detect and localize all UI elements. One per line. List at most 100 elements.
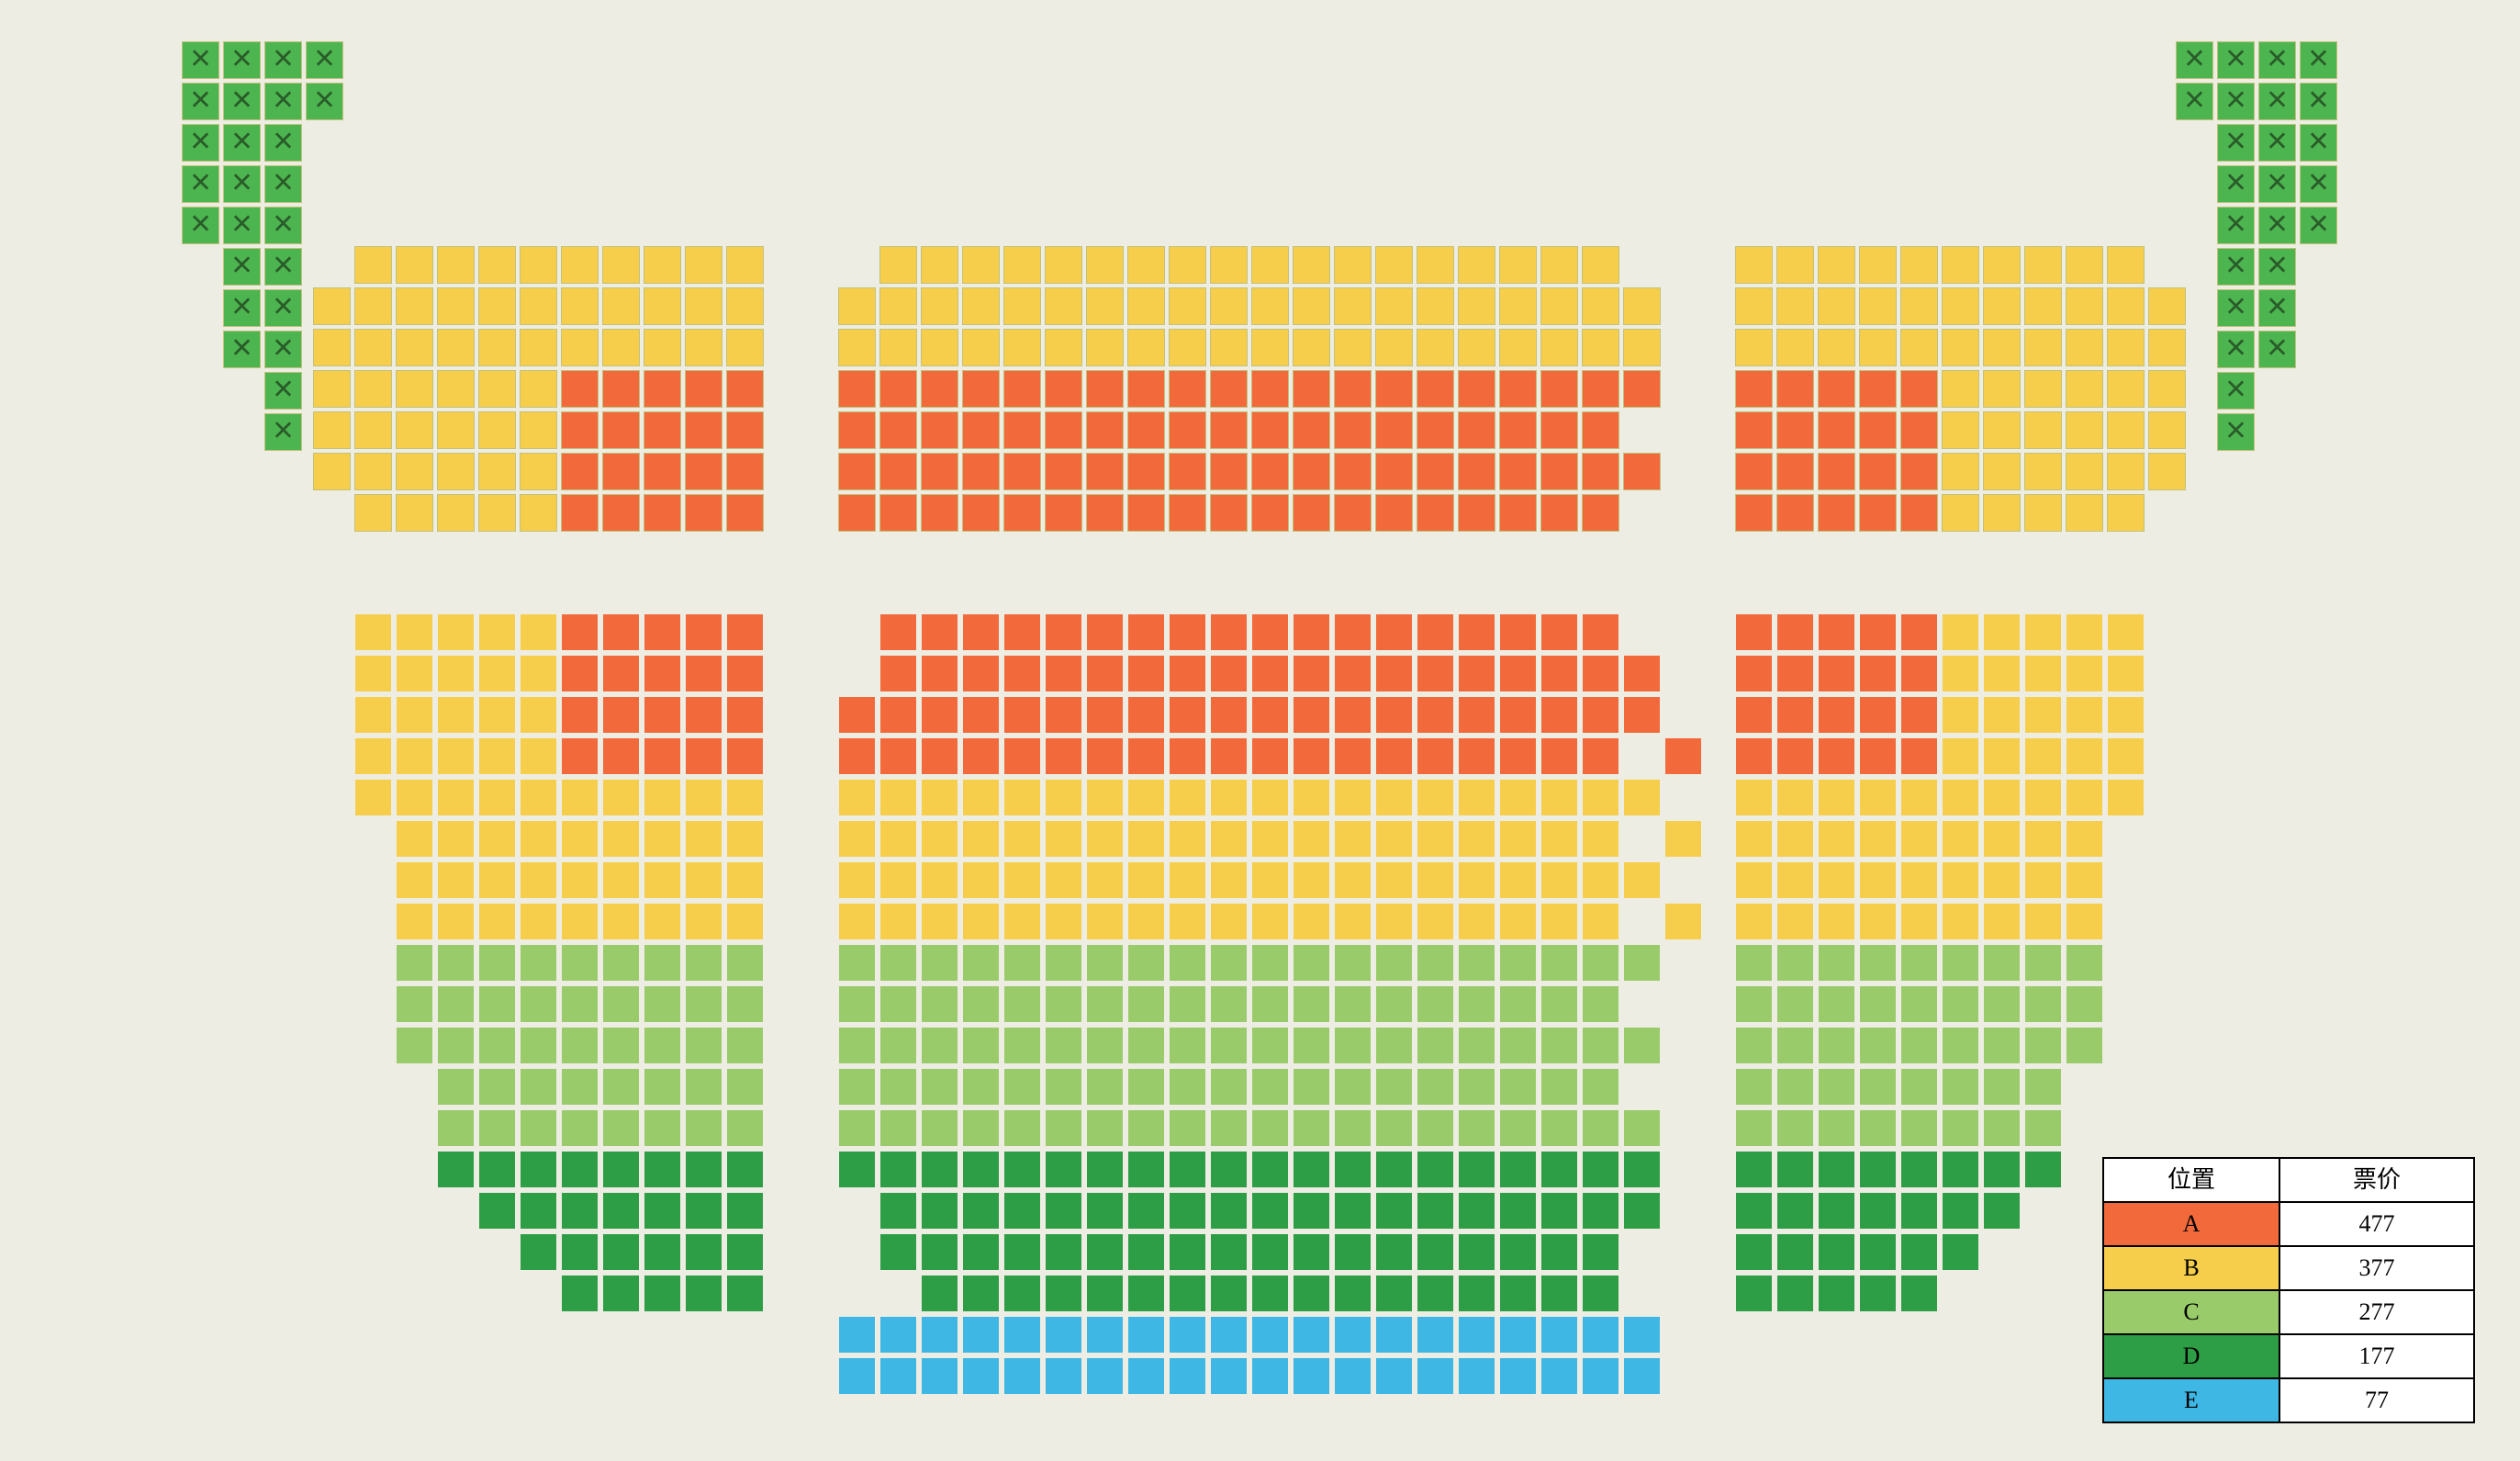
seat[interactable] [1458,1109,1495,1147]
seat[interactable] [1900,985,1938,1023]
seat[interactable] [838,494,876,532]
seat[interactable] [1818,985,1855,1023]
seat[interactable] [685,411,722,449]
seat[interactable] [1169,944,1206,982]
seat[interactable] [1375,370,1413,408]
seat[interactable] [1003,1109,1041,1147]
seat[interactable] [879,411,917,449]
seat[interactable] [1003,1275,1041,1312]
seat[interactable] [1334,1192,1372,1230]
seat[interactable] [685,370,722,408]
seat[interactable] [2066,779,2103,816]
seat[interactable] [1623,287,1661,325]
seat[interactable] [1540,1192,1578,1230]
seat[interactable] [1169,613,1206,651]
seat[interactable] [1623,1109,1661,1147]
seat[interactable] [1540,1151,1578,1188]
seat[interactable] [879,246,917,284]
seat[interactable] [1582,287,1619,325]
seat[interactable] [1900,246,1938,284]
seat[interactable] [1859,903,1897,940]
seat[interactable] [1003,861,1041,899]
seat[interactable] [1623,370,1661,408]
seat[interactable] [644,1192,681,1230]
seat[interactable] [1859,1027,1897,1064]
seat[interactable] [1900,329,1938,366]
seat[interactable] [1127,985,1165,1023]
seat[interactable] [1210,1109,1248,1147]
seat[interactable] [1942,655,1979,692]
seat[interactable] [726,1233,764,1271]
seat[interactable] [726,655,764,692]
seat[interactable]: × [264,372,302,410]
seat[interactable] [1735,820,1773,858]
seat[interactable] [1582,1027,1619,1064]
seat[interactable] [1045,655,1082,692]
seat[interactable] [1458,1068,1495,1106]
seat[interactable] [354,696,392,734]
seat[interactable] [1334,1357,1372,1395]
seat[interactable] [1900,411,1938,449]
seat[interactable] [313,370,351,408]
seat[interactable] [1735,246,1773,284]
seat[interactable] [1086,1357,1124,1395]
seat[interactable] [921,1316,958,1354]
seat[interactable] [1127,494,1165,532]
seat[interactable] [520,1109,557,1147]
seat[interactable] [437,329,475,366]
seat[interactable] [1293,737,1330,775]
seat[interactable] [561,944,599,982]
seat[interactable] [1251,370,1289,408]
seat[interactable] [1086,1192,1124,1230]
seat[interactable] [1776,1068,1814,1106]
seat[interactable] [1942,370,1979,408]
seat[interactable] [437,246,475,284]
seat[interactable] [1127,329,1165,366]
seat[interactable] [962,287,1000,325]
seat[interactable] [921,861,958,899]
seat[interactable] [1458,1151,1495,1188]
seat[interactable] [1859,944,1897,982]
seat[interactable] [685,737,722,775]
seat[interactable] [1499,985,1537,1023]
seat[interactable] [1735,1192,1773,1230]
seat[interactable] [2107,655,2145,692]
seat[interactable] [644,1027,681,1064]
seat[interactable] [1334,985,1372,1023]
seat[interactable]: × [182,41,219,79]
seat[interactable] [1900,1233,1938,1271]
seat[interactable] [962,453,1000,490]
seat[interactable] [1334,1109,1372,1147]
seat[interactable] [1499,370,1537,408]
seat[interactable] [1818,1275,1855,1312]
seat[interactable] [1045,1068,1082,1106]
seat[interactable]: × [2258,83,2296,120]
seat[interactable] [1499,1233,1537,1271]
seat[interactable] [879,861,917,899]
seat[interactable] [602,985,640,1023]
seat[interactable] [1900,1109,1938,1147]
seat[interactable] [1334,246,1372,284]
seat[interactable] [962,1233,1000,1271]
seat[interactable] [2024,737,2062,775]
seat[interactable] [602,1109,640,1147]
seat[interactable] [1859,985,1897,1023]
seat[interactable] [2066,613,2103,651]
seat[interactable] [1251,1068,1289,1106]
seat[interactable] [1859,1275,1897,1312]
seat[interactable] [561,370,599,408]
seat[interactable] [1776,820,1814,858]
seat[interactable] [921,944,958,982]
seat[interactable] [1458,655,1495,692]
seat[interactable] [1776,944,1814,982]
seat[interactable] [2148,287,2186,325]
seat[interactable] [1540,1233,1578,1271]
seat[interactable] [1458,944,1495,982]
seat[interactable] [1818,370,1855,408]
seat[interactable] [2107,737,2145,775]
seat[interactable] [726,861,764,899]
seat[interactable] [354,246,392,284]
seat[interactable] [1942,494,1979,532]
seat[interactable] [1900,1027,1938,1064]
seat[interactable] [437,861,475,899]
